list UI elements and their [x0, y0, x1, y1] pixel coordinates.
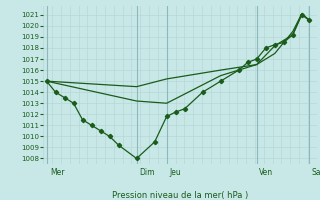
- Text: Dim: Dim: [140, 168, 155, 177]
- Text: Ven: Ven: [260, 168, 274, 177]
- Text: Sam: Sam: [312, 168, 320, 177]
- Text: Mer: Mer: [50, 168, 64, 177]
- Text: Jeu: Jeu: [170, 168, 182, 177]
- Text: Pression niveau de la mer( hPa ): Pression niveau de la mer( hPa ): [112, 191, 248, 200]
